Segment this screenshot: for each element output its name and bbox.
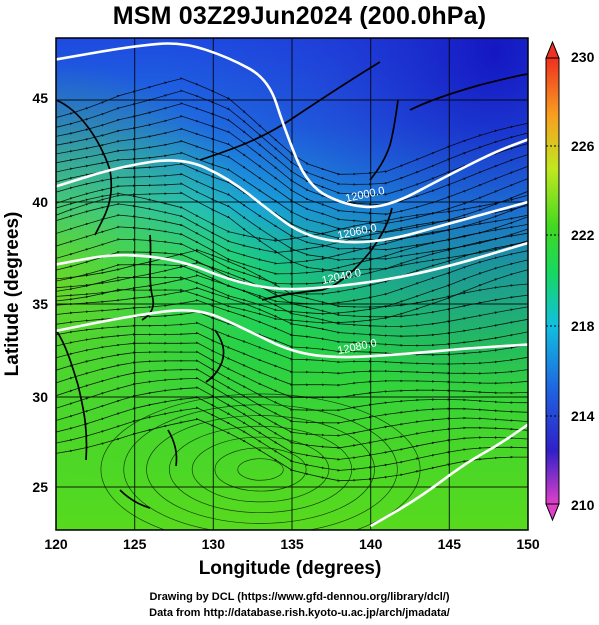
- x-tick-label: 135: [280, 536, 304, 552]
- credit-data: Data from http://database.rish.kyoto-u.a…: [149, 607, 450, 619]
- colorbar-tick-label: 222: [571, 227, 595, 243]
- x-tick-label: 125: [123, 536, 147, 552]
- streamline: [146, 415, 375, 524]
- x-tick-label: 120: [44, 536, 68, 552]
- colorbar: [545, 57, 560, 505]
- contour-line: [56, 42, 528, 209]
- colorbar-tick-label: 218: [571, 318, 595, 334]
- colorbar-min-arrow: [545, 503, 560, 522]
- y-tick-label: 30: [32, 389, 48, 405]
- x-axis-label: Longitude (degrees): [198, 558, 382, 579]
- colorbar-tick-label: 214: [571, 408, 595, 424]
- streamline: [100, 393, 421, 530]
- streamline: [123, 404, 398, 530]
- y-tick-label: 35: [32, 296, 48, 312]
- contour-line: [56, 241, 528, 291]
- y-tick-label: 40: [32, 194, 48, 210]
- streamline: [168, 425, 353, 514]
- contour-line: [56, 308, 528, 359]
- y-tick-label: 25: [32, 479, 48, 495]
- chart-title: MSM 03Z29Jun2024 (200.0hPa): [112, 2, 487, 30]
- contour-line: [56, 159, 528, 244]
- x-tick-label: 140: [359, 536, 383, 552]
- colorbar-tick-label: 226: [571, 138, 595, 154]
- plot-frame: [55, 37, 529, 531]
- x-tick-label: 150: [516, 536, 540, 552]
- colorbar-tick-label: 230: [571, 49, 595, 65]
- colorbar-tick-label: 210: [571, 497, 595, 513]
- colorbar-max-arrow: [545, 40, 560, 59]
- y-axis-label: Latitude (degrees): [2, 211, 23, 377]
- streamline: [214, 447, 307, 492]
- coastlines: [56, 61, 528, 509]
- contour-line: [370, 423, 528, 528]
- streamline: [237, 458, 284, 481]
- streamline: [191, 436, 330, 503]
- x-tick-label: 145: [437, 536, 461, 552]
- x-tick-label: 130: [201, 536, 225, 552]
- credit-drawing: Drawing by DCL (https://www.gfd-dennou.o…: [149, 591, 450, 603]
- graticule: [56, 38, 528, 530]
- y-tick-label: 45: [32, 90, 48, 106]
